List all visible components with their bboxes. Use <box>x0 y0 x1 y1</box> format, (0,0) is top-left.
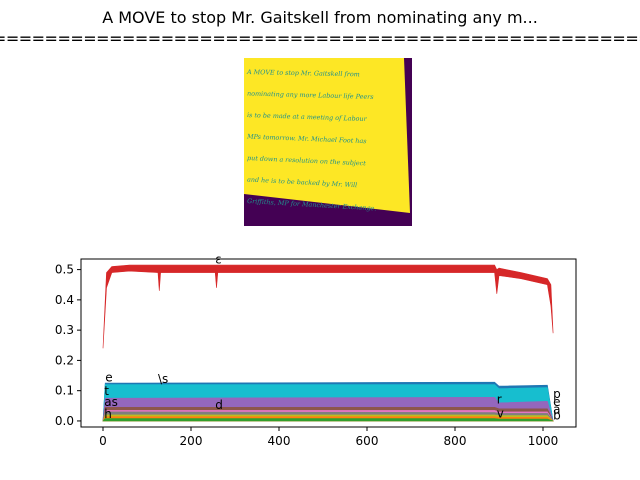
handwriting-line: A MOVE to stop Mr. Gaitskell from <box>246 68 360 78</box>
annotation-label: e <box>105 371 112 385</box>
annotation-label: d <box>215 398 223 412</box>
y-tick-label: 0.4 <box>55 293 74 307</box>
x-tick-label: 0 <box>99 434 107 448</box>
y-axis: 0.0 0.1 0.2 0.3 0.4 0.5 <box>55 263 81 428</box>
handwriting-line: is to be made at a meeting of Labour <box>247 111 368 123</box>
y-tick-label: 0.5 <box>55 263 74 277</box>
annotation-label: p <box>553 387 561 401</box>
annotation-label: h <box>104 407 112 421</box>
x-tick-label: 600 <box>356 434 379 448</box>
area-series <box>102 264 554 349</box>
area-series <box>102 418 554 422</box>
x-tick-label: 1000 <box>528 434 559 448</box>
annotation-label: \s <box>158 372 168 386</box>
annotation-label: r <box>497 392 502 406</box>
handwriting-line: nominating any more Labour life Peers <box>247 90 374 101</box>
series-layer <box>102 264 555 422</box>
annotation-label: e <box>553 395 560 409</box>
annotation-label: a <box>553 402 560 416</box>
plot-frame <box>80 258 577 428</box>
x-axis: 0 200 400 600 800 1000 <box>99 427 558 448</box>
annotation-label: t <box>104 384 109 398</box>
y-tick-label: 0.2 <box>55 353 74 367</box>
handwriting-image-svg: A MOVE to stop Mr. Gaitskell from nominat… <box>244 58 412 226</box>
handwriting-image: A MOVE to stop Mr. Gaitskell from nominat… <box>244 58 412 226</box>
y-tick-label: 0.0 <box>55 414 74 428</box>
chart-title: A MOVE to stop Mr. Gaitskell from nomina… <box>102 8 538 27</box>
annotation-label: as <box>104 395 118 409</box>
x-tick-label: 400 <box>268 434 291 448</box>
x-tick-label: 200 <box>180 434 203 448</box>
x-tick-label: 800 <box>444 434 467 448</box>
y-tick-label: 0.3 <box>55 323 74 337</box>
paper-page <box>244 58 410 213</box>
annotation-label: b <box>553 408 561 422</box>
annotation-label: v <box>497 406 504 420</box>
title-underline: ========================================… <box>0 29 640 48</box>
y-tick-label: 0.1 <box>55 384 74 398</box>
